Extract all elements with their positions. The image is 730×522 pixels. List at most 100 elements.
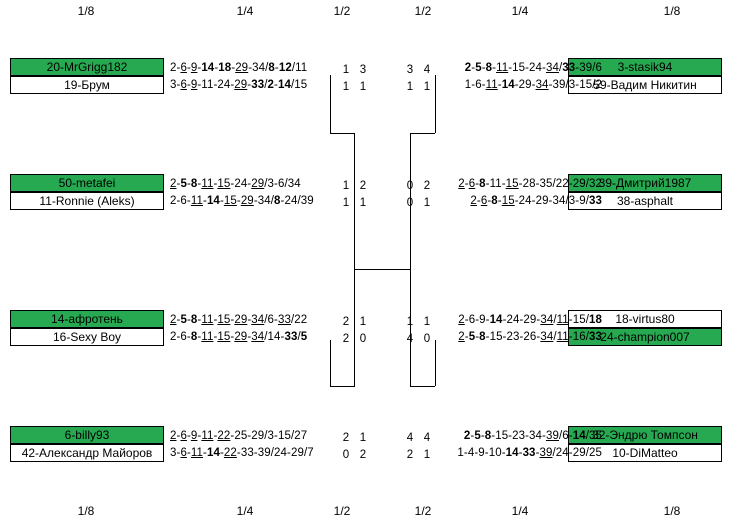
sequence-token: 33 <box>284 331 298 343</box>
sequence-token: -39/6 <box>575 62 602 74</box>
sequence-token: 2 <box>464 62 472 74</box>
sequence-token: - <box>464 331 469 343</box>
move-sequence-r4-top: 2-5-8-15-23-34-39/6-14/35 <box>464 428 602 444</box>
score-sf-r4-top: 4 <box>406 432 414 444</box>
sequence-token: - <box>203 447 207 459</box>
score-sf-l2-bottom: 1 <box>359 197 367 209</box>
sequence-token: - <box>247 314 252 326</box>
sequence-token: 11 <box>556 314 569 326</box>
score-sf-r1-bottom: 1 <box>406 81 414 93</box>
sequence-token: 1-6- <box>464 79 486 91</box>
team-r4-top[interactable]: 32-Эндрю Томпсон <box>568 426 722 444</box>
sequence-token: -33-39/24-29/7 <box>236 447 314 459</box>
score-qf-l2-bottom: 1 <box>342 197 350 209</box>
team-l1-top[interactable]: 20-MrGrigg182 <box>10 58 164 76</box>
connector-center <box>354 269 411 270</box>
move-sequence-l4-bottom: 3-6-11-14-22-33-39/24-29/7 <box>170 445 314 461</box>
sequence-token: - <box>197 314 202 326</box>
sequence-token: - <box>176 314 181 326</box>
score-sf-l4-bottom: 2 <box>359 449 367 461</box>
team-l1-bottom[interactable]: 19-Брум <box>10 76 164 94</box>
sequence-token: - <box>274 62 279 74</box>
score-sf-l4-top: 1 <box>359 432 367 444</box>
team-r2-top[interactable]: 39-Дмитрий1987 <box>568 174 722 192</box>
sequence-token: - <box>186 62 191 74</box>
sequence-token: - <box>214 62 219 74</box>
sequence-token: / <box>297 331 301 343</box>
sequence-token: 18 <box>589 314 602 326</box>
sequence-token: 22 <box>217 430 231 442</box>
sequence-token: - <box>475 178 480 190</box>
team-l4-bottom[interactable]: 42-Александр Майоров <box>10 444 164 462</box>
sequence-token: 14 <box>572 430 586 442</box>
sequence-token: - <box>497 195 502 207</box>
sequence-token: 5 <box>475 62 482 74</box>
score-qf-r1-bottom: 1 <box>423 81 431 93</box>
connector-left-upper-h1 <box>330 133 355 134</box>
sequence-token: 1-4-9-10- <box>457 447 506 459</box>
sequence-token: -34/ <box>248 62 269 74</box>
move-sequence-l3-bottom: 2-6-8-11-15-29-34/14-33/5 <box>170 329 307 345</box>
sequence-token: - <box>213 331 218 343</box>
sequence-token: - <box>492 62 497 74</box>
score-qf-r2-bottom: 1 <box>423 197 431 209</box>
team-r4-bottom[interactable]: 10-DiMatteo <box>568 444 722 462</box>
connector-right-upper-h1 <box>410 133 435 134</box>
sequence-token: 8 <box>491 195 498 207</box>
sequence-token: 6 <box>480 195 488 207</box>
move-sequence-l1-top: 2-6-9-14-18-29-34/8-12/11 <box>170 60 307 76</box>
move-sequence-l2-top: 2-5-8-11-15-24-29/3-6/34 <box>170 176 301 192</box>
sequence-token: - <box>197 178 202 190</box>
team-l3-top[interactable]: 14-афротень <box>10 310 164 328</box>
round-label-r16-right-bottom: 1/8 <box>663 504 681 518</box>
team-r1-bottom[interactable]: 59-Вадим Никитин <box>568 76 722 94</box>
score-qf-r4-top: 4 <box>423 432 431 444</box>
sequence-token: 14 <box>201 62 215 74</box>
team-r1-top[interactable]: 3-stasik94 <box>568 58 722 76</box>
sequence-token: 14 <box>206 447 220 459</box>
sequence-token: 34 <box>540 314 554 326</box>
move-sequence-r1-top: 2-5-8-11-15-24-34/33-39/6 <box>465 60 602 76</box>
score-qf-r3-bottom: 0 <box>423 333 431 345</box>
team-r3-bottom[interactable]: 24-champion007 <box>568 328 722 346</box>
sequence-token: 2 <box>470 195 477 207</box>
connector-left-upper-v1 <box>330 75 331 133</box>
sequence-token: 33 <box>589 195 602 207</box>
round-label-sf-right-bottom: 1/2 <box>414 504 432 518</box>
team-l4-top[interactable]: 6-billy93 <box>10 426 164 444</box>
sequence-token: 11 <box>190 195 203 207</box>
sequence-token: / <box>558 62 563 74</box>
sequence-token: /6- <box>558 430 573 442</box>
sequence-token: 29 <box>251 178 265 190</box>
team-r2-bottom[interactable]: 38-asphalt <box>568 192 722 210</box>
team-l3-bottom[interactable]: 16-Sexy Boy <box>10 328 164 346</box>
sequence-token: 8 <box>268 62 275 74</box>
move-sequence-r3-top: 2-6-9-14-24-29-34/11-15/18 <box>458 312 602 328</box>
sequence-token: - <box>203 195 207 207</box>
sequence-token: - <box>470 430 475 442</box>
team-l2-top[interactable]: 50-metafei <box>10 174 164 192</box>
sequence-token: - <box>274 79 278 91</box>
team-r3-top[interactable]: 18-virtus80 <box>568 310 722 328</box>
sequence-token: - <box>476 195 481 207</box>
sequence-token: - <box>197 62 202 74</box>
round-label-qf-right-bottom: 1/4 <box>511 504 529 518</box>
sequence-token: 2 <box>458 178 465 190</box>
sequence-token: 29 <box>234 79 248 91</box>
sequence-token: 5 <box>468 331 476 343</box>
score-qf-l4-top: 2 <box>342 432 350 444</box>
sequence-token: /6- <box>264 314 278 326</box>
move-sequence-r1-bottom: 1-6-11-14-29-34-39/3-15/2 <box>465 77 602 93</box>
sequence-token: - <box>230 331 235 343</box>
sequence-token: 11 <box>201 430 214 442</box>
sequence-token: 2-6- <box>170 195 191 207</box>
sequence-token: - <box>186 430 191 442</box>
sequence-token: 6 <box>180 79 187 91</box>
score-sf-l3-top: 1 <box>359 316 367 328</box>
score-qf-l4-bottom: 0 <box>342 449 350 461</box>
team-l2-bottom[interactable]: 11-Ronnie (Aleks) <box>10 192 164 210</box>
sequence-token: /14- <box>264 331 285 343</box>
sequence-token: - <box>213 314 218 326</box>
score-sf-l3-bottom: 0 <box>359 333 367 345</box>
move-sequence-r2-top: 2-6-8-11-15-28-35/22-29/32 <box>458 176 602 192</box>
